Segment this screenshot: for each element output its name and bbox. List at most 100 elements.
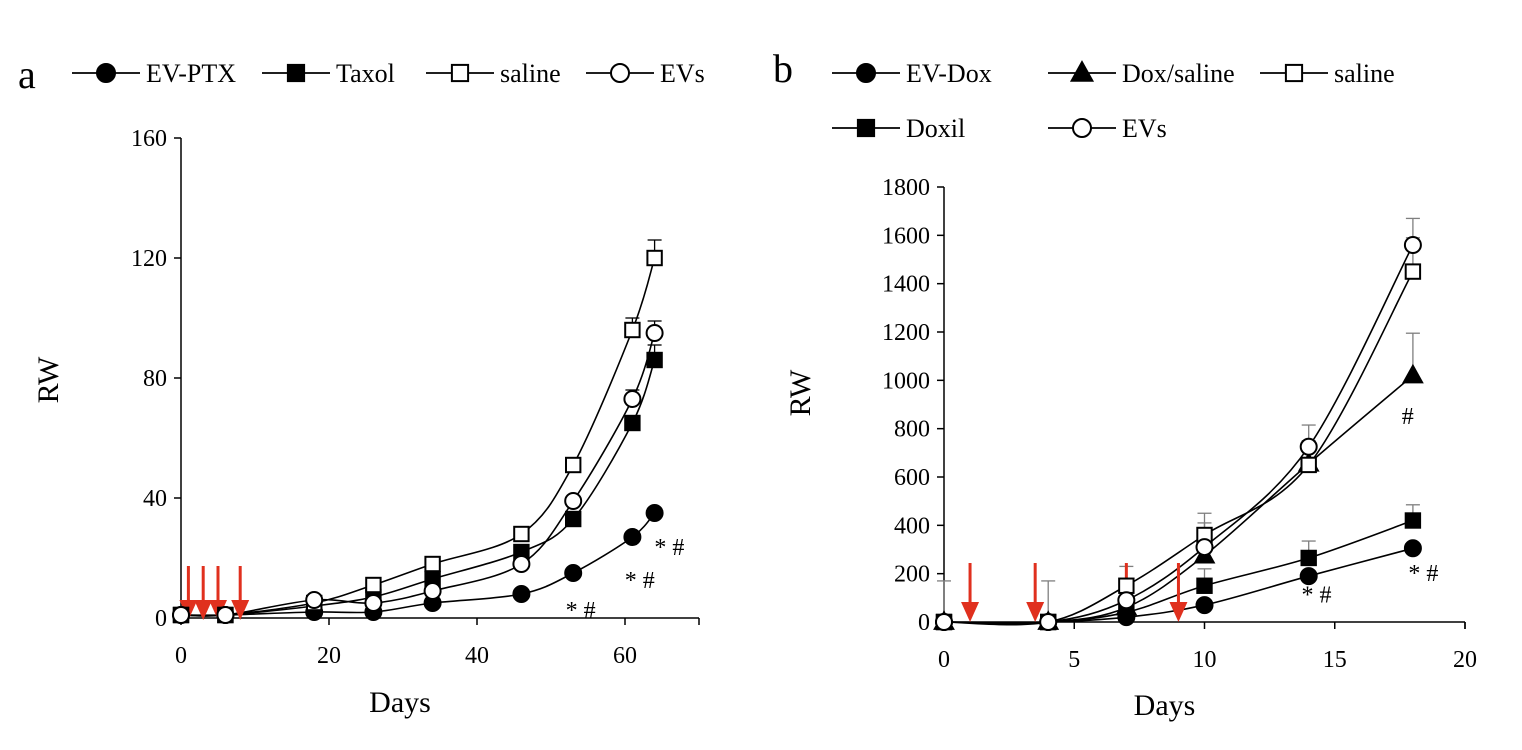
panel-b-legend-item-evs: EVs bbox=[1048, 114, 1167, 143]
panel-a-x-tick-label: 40 bbox=[465, 643, 489, 669]
panel-a-series-line-saline bbox=[180, 257, 656, 617]
panel-a-point-ev-ptx bbox=[564, 564, 583, 582]
panel-b-y-tick-label: 1200 bbox=[882, 320, 930, 346]
panel-b-y-tick-label: 400 bbox=[894, 513, 930, 539]
panel-b-point-evs bbox=[935, 613, 953, 631]
panel-b-legend-item-saline: saline bbox=[1260, 59, 1395, 88]
panel-b-legend-marker bbox=[856, 118, 876, 138]
panel-a-legend-item-evs: EVs bbox=[586, 59, 705, 88]
panel-a-point-evs bbox=[512, 555, 531, 573]
panel-a-legend-label: saline bbox=[500, 59, 561, 88]
panel-b-point-saline bbox=[1300, 456, 1317, 474]
panel-b-point-ev-dox bbox=[1195, 596, 1214, 615]
panel-b-legend-item-doxil: Doxil bbox=[832, 114, 965, 143]
panel-b-legend-item-ev-dox: EV-Dox bbox=[832, 59, 992, 88]
panel-a-point-saline bbox=[565, 456, 582, 474]
panel-b-point-evs bbox=[1039, 613, 1058, 631]
panel-b-significance-annotation: * # bbox=[1408, 561, 1438, 587]
panel-b-x-tick-label: 5 bbox=[1068, 647, 1080, 673]
panel-a-point-taxol bbox=[646, 351, 663, 369]
panel-a-y-tick-label: 80 bbox=[143, 366, 167, 392]
panel-b-legend-marker bbox=[1072, 118, 1092, 138]
panel-a-y-tick-label: 160 bbox=[131, 126, 167, 152]
panel-a-legend-item-ev-ptx: EV-PTX bbox=[72, 59, 236, 88]
panel-b-chart: b 0 200 400 600 800 1000 1200 1400 1600 1800 0 5 10 15… bbox=[773, 46, 1477, 722]
panel-a-legend-label: EV-PTX bbox=[146, 59, 236, 88]
panel-a-series-line-evs bbox=[180, 332, 656, 617]
panel-a-point-evs bbox=[645, 324, 664, 342]
panel-a-y-tick-label: 120 bbox=[131, 246, 167, 272]
panel-a-point-evs bbox=[172, 606, 190, 624]
panel-b-legend-marker bbox=[856, 63, 876, 83]
panel-b-point-evs bbox=[1195, 538, 1214, 557]
panel-b-point-saline bbox=[1404, 263, 1422, 280]
panel-a-y-tick-label: 0 bbox=[155, 606, 167, 632]
panel-b-y-tick-label: 200 bbox=[894, 562, 930, 588]
panel-b-point-ev-dox bbox=[1299, 567, 1318, 586]
panel-b-y-tick-label: 0 bbox=[918, 610, 930, 636]
panel-a-treatment-arrow-head bbox=[231, 600, 250, 620]
panel-b-legend-item-dox-saline: Dox/saline bbox=[1048, 59, 1235, 88]
panel-a-point-ev-ptx bbox=[623, 528, 642, 546]
panel-b-x-tick-label: 0 bbox=[938, 647, 950, 673]
panel-a-point-taxol bbox=[565, 510, 582, 528]
panel-a-significance-annotation: * # bbox=[566, 598, 596, 624]
panel-b-point-doxil bbox=[1300, 549, 1317, 567]
panel-b-legend-label: Dox/saline bbox=[1122, 59, 1235, 88]
panel-a-x-axis-label: Days bbox=[369, 686, 431, 719]
panel-a-significance-annotation: * # bbox=[625, 568, 655, 594]
panel-b-y-tick-label: 1000 bbox=[882, 368, 930, 394]
panel-b-point-doxil bbox=[1196, 577, 1213, 594]
panel-a-legend-marker bbox=[96, 63, 116, 83]
panel-a-point-ev-ptx bbox=[512, 585, 531, 603]
panel-a-label: a bbox=[18, 52, 36, 97]
panel-b-point-dox-saline bbox=[1402, 363, 1424, 384]
panel-b-x-axis-label: Days bbox=[1134, 689, 1196, 722]
panel-b-x-tick-label: 10 bbox=[1193, 647, 1217, 673]
panel-b-treatment-arrow-head bbox=[961, 602, 980, 622]
panel-a-legend-item-taxol: Taxol bbox=[262, 59, 395, 88]
panel-a-point-evs bbox=[564, 492, 583, 510]
panel-b-legend-marker bbox=[1284, 63, 1304, 83]
panel-b-point-evs bbox=[1403, 236, 1422, 254]
panel-b-treatment-arrow-head bbox=[1169, 602, 1188, 622]
panel-b-y-tick-label: 600 bbox=[894, 465, 930, 491]
panel-a-legend-marker bbox=[450, 63, 470, 83]
panel-a-x-tick-label: 0 bbox=[175, 643, 187, 669]
panel-a-legend-marker bbox=[286, 63, 306, 83]
panel-a-legend-item-saline: saline bbox=[426, 59, 561, 88]
panel-b-legend-label: EV-Dox bbox=[906, 59, 992, 88]
panel-b-legend-label: EVs bbox=[1122, 114, 1167, 143]
panel-b-legend-label: Doxil bbox=[906, 114, 965, 143]
panel-a-point-saline bbox=[513, 525, 530, 543]
panel-a-point-evs bbox=[216, 606, 235, 624]
panel-b-x-tick-label: 15 bbox=[1323, 647, 1347, 673]
panel-b-treatment-arrow-head bbox=[1026, 602, 1045, 622]
panel-a-point-evs bbox=[623, 390, 642, 408]
panel-b-point-ev-dox bbox=[1403, 539, 1422, 558]
panel-b-y-tick-label: 1400 bbox=[882, 272, 930, 298]
panel-a-treatment-arrow-head bbox=[194, 600, 213, 620]
panel-b-y-axis-label: RW bbox=[784, 369, 817, 416]
panel-a-y-tick-label: 40 bbox=[143, 486, 167, 512]
panel-a-significance-annotation: * # bbox=[654, 535, 684, 561]
panel-b-y-tick-label: 800 bbox=[894, 417, 930, 443]
panel-b-point-evs bbox=[1299, 437, 1318, 456]
panel-a-point-evs bbox=[364, 594, 383, 612]
panel-b-significance-annotation: # bbox=[1402, 404, 1414, 430]
panel-a-point-ev-ptx bbox=[645, 504, 664, 522]
panel-b-x-tick-label: 20 bbox=[1453, 647, 1477, 673]
panel-a-point-saline bbox=[646, 249, 663, 267]
panel-a-series-line-taxol bbox=[180, 359, 656, 617]
panel-a-x-tick-label: 60 bbox=[613, 643, 637, 669]
panel-a-y-axis-label: RW bbox=[32, 356, 65, 403]
panel-b-legend-marker bbox=[1069, 60, 1095, 82]
panel-b-y-tick-label: 1600 bbox=[882, 223, 930, 249]
panel-a-point-evs bbox=[305, 591, 324, 609]
panel-b-legend-label: saline bbox=[1334, 59, 1395, 88]
panel-b-point-doxil bbox=[1404, 512, 1422, 529]
panel-a-point-saline bbox=[365, 576, 382, 594]
panel-a-legend-marker bbox=[610, 63, 630, 83]
panel-a-legend-label: Taxol bbox=[336, 59, 395, 88]
